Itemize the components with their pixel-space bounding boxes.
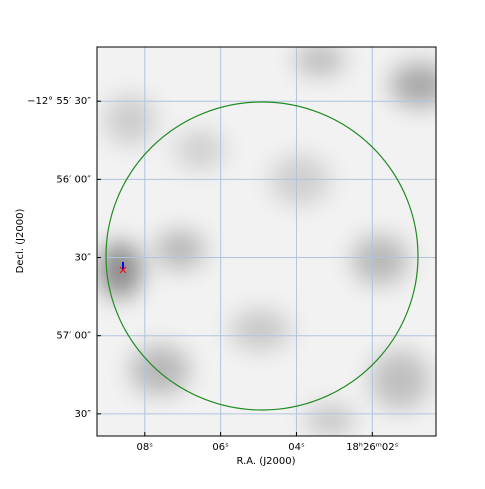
x-tick-label: 04ˢ (288, 442, 305, 453)
region-circle (105, 101, 419, 411)
y-tick-label: 56′ 00″ (56, 174, 91, 185)
source-marker (119, 262, 127, 274)
grid (97, 47, 436, 436)
y-axis-label: Decl. (J2000) (15, 209, 26, 274)
x-tick-label: 08ˢ (137, 442, 154, 453)
x-axis-label: R.A. (J2000) (237, 456, 296, 467)
plot-frame (96, 46, 437, 437)
x-tick-label: 06ˢ (212, 442, 229, 453)
y-tick-label: 57′ 00″ (56, 331, 91, 342)
y-tick-label: −12° 55′ 30″ (27, 96, 91, 107)
sky-image (97, 47, 436, 436)
x-tick-label: 18ʰ26ᵐ02ˢ (346, 442, 398, 453)
y-tick-label: 30″ (75, 409, 92, 420)
y-tick-label: 30″ (75, 253, 92, 264)
